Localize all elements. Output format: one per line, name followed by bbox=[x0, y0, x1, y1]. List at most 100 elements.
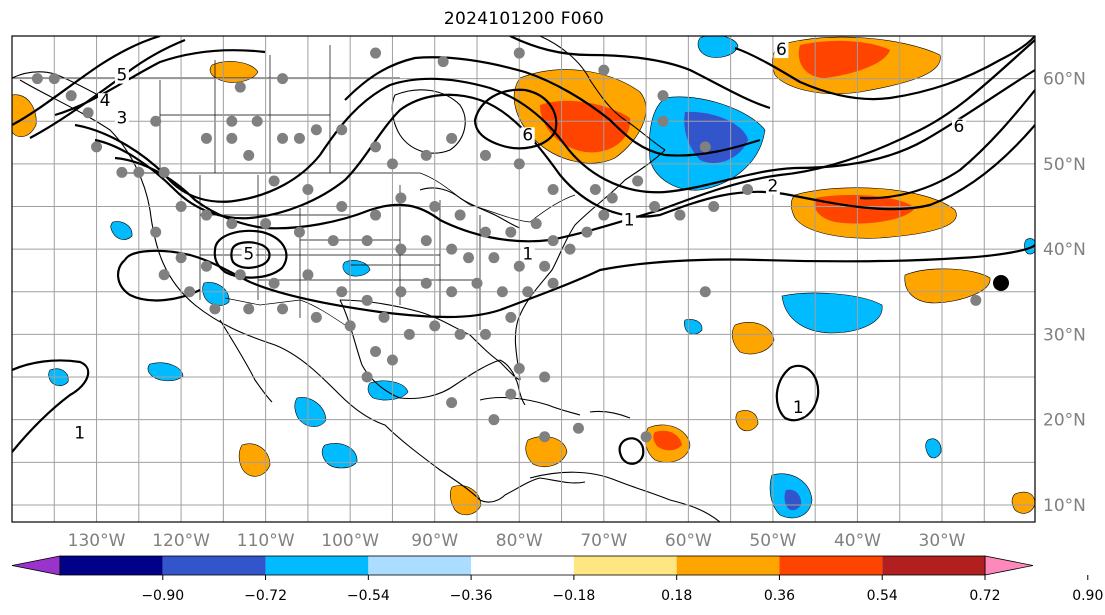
observation-site-marker bbox=[226, 218, 238, 230]
observation-site-marker bbox=[598, 64, 610, 76]
contour-label: 5 bbox=[116, 66, 127, 86]
hispaniola bbox=[589, 410, 631, 419]
observation-site-marker bbox=[310, 311, 322, 323]
observation-site-marker bbox=[336, 124, 348, 136]
observation-site-marker bbox=[403, 328, 415, 340]
anomaly-blob-far-pacific-negative bbox=[110, 221, 133, 240]
observation-site-marker bbox=[547, 235, 559, 247]
contour-label: 6 bbox=[776, 40, 787, 60]
anomaly-blob-east-positive bbox=[1011, 491, 1035, 514]
observation-site-marker bbox=[539, 260, 551, 272]
observation-site-marker bbox=[200, 260, 212, 272]
observation-site-marker bbox=[420, 149, 432, 161]
latitude-axis: 60°N 50°N 40°N 30°N 20°N 10°N bbox=[1043, 70, 1086, 516]
observation-site-marker bbox=[361, 371, 373, 383]
anomaly-blob-labrador-core bbox=[540, 100, 631, 153]
colorbar-tick-label: 0.18 bbox=[661, 588, 692, 604]
observation-site-marker bbox=[158, 166, 170, 178]
observation-site-marker bbox=[471, 277, 483, 289]
observation-site-marker bbox=[530, 218, 542, 230]
observation-site-marker bbox=[226, 115, 238, 127]
coastlines bbox=[12, 36, 721, 522]
contour-label-background bbox=[774, 42, 789, 59]
observation-site-marker bbox=[133, 166, 145, 178]
contour-line-1-pacific bbox=[12, 359, 90, 453]
observation-site-marker bbox=[479, 149, 491, 161]
observation-site-marker bbox=[970, 294, 982, 306]
observation-site-marker bbox=[226, 132, 238, 144]
colorbar-tick-label: −0.90 bbox=[141, 588, 184, 604]
observation-sites bbox=[31, 47, 982, 443]
contour-label-background bbox=[72, 425, 87, 442]
observation-site-marker bbox=[327, 235, 339, 247]
observation-site-marker bbox=[429, 320, 441, 332]
anomaly-shading bbox=[12, 36, 1035, 519]
anomaly-blob-greenland-core bbox=[798, 40, 890, 78]
contour-label-background bbox=[241, 246, 256, 263]
anomaly-blob-east-edge-negative bbox=[1024, 238, 1035, 255]
observation-site-marker bbox=[513, 158, 525, 170]
colorbar-segment bbox=[265, 556, 369, 575]
longitude-tick-label: 60°W bbox=[665, 531, 712, 551]
observation-site-marker bbox=[674, 209, 686, 221]
contour-label: 2 bbox=[767, 176, 778, 196]
observation-site-marker bbox=[649, 201, 661, 213]
contour-line-5-west-low-inner bbox=[230, 241, 271, 269]
latitude-tick-label: 30°N bbox=[1043, 325, 1086, 345]
contour-label-background bbox=[951, 118, 966, 135]
longitude-tick-label: 110°W bbox=[237, 531, 295, 551]
longitude-tick-label: 130°W bbox=[68, 531, 126, 551]
map-frame bbox=[11, 35, 1036, 523]
contour-line-1-main bbox=[124, 244, 1035, 319]
anomaly-blob-newfoundland-core bbox=[684, 111, 748, 164]
north-america-coastline bbox=[19, 36, 666, 503]
longitude-tick-label: 80°W bbox=[496, 531, 543, 551]
observation-site-marker bbox=[260, 218, 272, 230]
observation-site-marker bbox=[184, 286, 196, 298]
observation-site-marker bbox=[158, 269, 170, 281]
latitude-tick-label: 10°N bbox=[1043, 496, 1086, 516]
hudson-bay bbox=[391, 89, 466, 154]
contour-label: 1 bbox=[74, 424, 85, 444]
colorbar-segment bbox=[573, 556, 677, 575]
observation-site-marker bbox=[243, 303, 255, 315]
colorbar-tick-label: 0.90 bbox=[1072, 588, 1103, 604]
observation-site-marker bbox=[116, 166, 128, 178]
observation-site-marker bbox=[657, 90, 669, 102]
anomaly-blob-pacific-positive-1 bbox=[238, 443, 271, 477]
observation-site-marker bbox=[539, 431, 551, 443]
contour-label-background bbox=[520, 127, 535, 144]
observation-site-marker bbox=[463, 252, 475, 264]
baja bbox=[219, 319, 273, 403]
observation-site-marker bbox=[234, 269, 246, 281]
observation-site-marker bbox=[175, 201, 187, 213]
observation-site-marker bbox=[581, 226, 593, 238]
observation-site-marker bbox=[293, 226, 305, 238]
anomaly-blob-north-negative bbox=[697, 36, 739, 58]
observation-site-marker bbox=[479, 328, 491, 340]
longitude-tick-label: 100°W bbox=[321, 531, 379, 551]
contour-label-background bbox=[791, 400, 806, 417]
colorbar-extend-high bbox=[984, 555, 1034, 576]
colorbar-segment bbox=[162, 556, 266, 575]
observation-site-marker bbox=[336, 201, 348, 213]
observation-site-marker bbox=[336, 286, 348, 298]
observation-site-marker bbox=[91, 141, 103, 153]
observation-site-marker bbox=[572, 422, 584, 434]
longitude-tick-label: 30°W bbox=[919, 531, 966, 551]
colorbar-tick-label: −0.54 bbox=[347, 588, 390, 604]
observation-site-marker bbox=[277, 73, 289, 85]
colorbar-segment bbox=[60, 556, 163, 575]
observation-site-marker bbox=[640, 431, 652, 443]
contour-label: 6 bbox=[522, 125, 533, 145]
colorbar-segment bbox=[368, 556, 472, 575]
canada-province-borders bbox=[12, 45, 400, 173]
observation-site-marker bbox=[277, 303, 289, 315]
observation-site-marker bbox=[302, 269, 314, 281]
anomaly-blob-midatlantic-core bbox=[814, 195, 915, 224]
observation-site-marker bbox=[82, 107, 94, 119]
observation-site-marker bbox=[446, 132, 458, 144]
observation-site-marker bbox=[370, 141, 382, 153]
